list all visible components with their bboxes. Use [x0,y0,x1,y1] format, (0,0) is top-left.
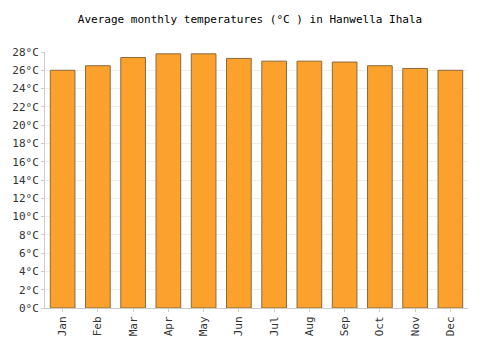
svg-text:16°C: 16°C [12,156,39,169]
svg-text:22°C: 22°C [12,101,39,114]
svg-text:24°C: 24°C [12,82,39,95]
svg-text:Nov: Nov [409,316,422,336]
svg-text:May: May [197,316,210,336]
svg-text:14°C: 14°C [12,174,39,187]
svg-text:2°C: 2°C [19,284,39,297]
svg-text:Average monthly temperatures (: Average monthly temperatures (°C ) in Ha… [78,13,422,26]
svg-text:8°C: 8°C [19,229,39,242]
svg-text:Apr: Apr [162,316,175,336]
svg-text:10°C: 10°C [12,210,39,223]
svg-text:Oct: Oct [373,316,386,336]
svg-text:4°C: 4°C [19,265,39,278]
svg-text:Sep: Sep [338,316,351,336]
svg-text:Feb: Feb [91,316,104,336]
svg-text:12°C: 12°C [12,192,39,205]
svg-text:18°C: 18°C [12,137,39,150]
svg-text:Mar: Mar [127,316,140,336]
svg-text:6°C: 6°C [19,247,39,260]
svg-text:Aug: Aug [303,316,316,336]
svg-text:0°C: 0°C [19,302,39,315]
svg-text:28°C: 28°C [12,46,39,59]
svg-text:Jan: Jan [56,316,69,336]
svg-text:Jun: Jun [232,316,245,336]
svg-text:26°C: 26°C [12,64,39,77]
svg-text:Dec: Dec [444,316,457,336]
svg-text:20°C: 20°C [12,119,39,132]
svg-text:Jul: Jul [268,316,281,336]
